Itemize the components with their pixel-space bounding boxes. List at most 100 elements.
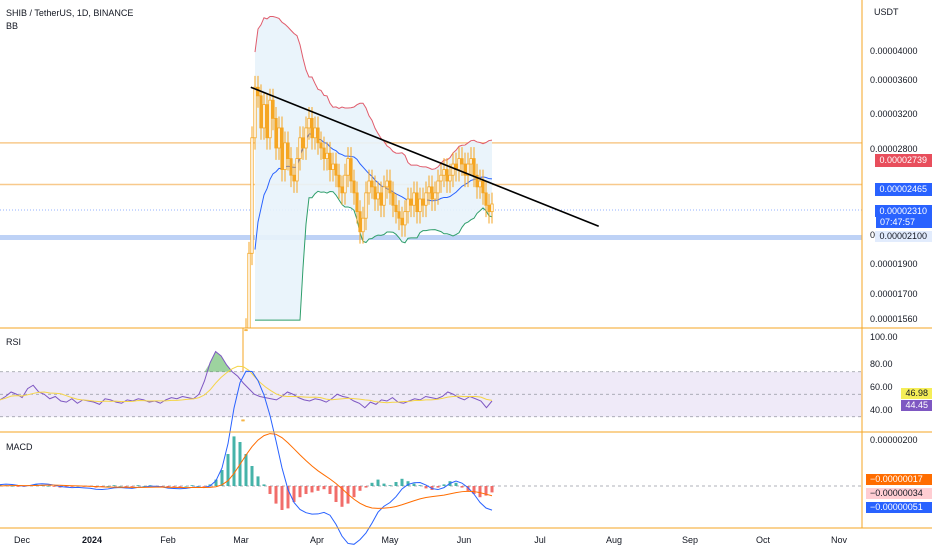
candle-body[interactable] [406, 198, 410, 213]
candle-body[interactable] [448, 174, 452, 182]
candle-body[interactable] [373, 186, 377, 200]
macd-histogram-bar[interactable] [112, 485, 116, 486]
candle-body[interactable] [313, 127, 317, 139]
candle-body[interactable] [280, 127, 284, 170]
candle-body[interactable] [271, 99, 275, 119]
candle-body[interactable] [289, 158, 293, 176]
candle-body[interactable] [256, 86, 260, 97]
macd-histogram-bar[interactable] [142, 486, 146, 487]
candle-body[interactable] [301, 137, 305, 149]
macd-histogram-bar[interactable] [178, 486, 182, 487]
candle-body[interactable] [361, 217, 365, 233]
macd-histogram-bar[interactable] [220, 470, 224, 486]
candle-body[interactable] [364, 192, 368, 219]
candle-body[interactable] [418, 198, 422, 213]
candle-body[interactable] [340, 186, 344, 194]
macd-histogram-bar[interactable] [304, 486, 308, 494]
macd-histogram-bar[interactable] [64, 486, 68, 487]
candle-body[interactable] [427, 186, 431, 194]
macd-histogram-bar[interactable] [370, 482, 374, 486]
macd-histogram-bar[interactable] [244, 454, 248, 486]
candle-body[interactable] [265, 104, 269, 139]
macd-histogram-bar[interactable] [232, 436, 236, 486]
candle-body[interactable] [304, 127, 308, 149]
candle-body[interactable] [430, 186, 434, 200]
candle-body[interactable] [445, 169, 449, 182]
macd-histogram-bar[interactable] [184, 486, 188, 487]
rsi-ma-line[interactable] [0, 365, 493, 404]
macd-histogram-bar[interactable] [286, 486, 290, 509]
support-zone[interactable] [0, 235, 862, 240]
macd-histogram-bar[interactable] [490, 486, 494, 493]
candle-body[interactable] [310, 117, 314, 139]
macd-histogram-bar[interactable] [400, 478, 404, 486]
macd-histogram-bar[interactable] [328, 486, 332, 494]
rsi-panel[interactable] [0, 350, 862, 418]
rsi-indicator-label[interactable]: RSI [6, 337, 22, 347]
macd-histogram-bar[interactable] [46, 486, 50, 487]
candle-body[interactable] [247, 252, 251, 329]
candle-body[interactable] [481, 180, 485, 194]
bb-indicator-label[interactable]: BB [6, 21, 19, 31]
candle-body[interactable] [442, 169, 446, 176]
macd-histogram-bar[interactable] [130, 486, 134, 487]
candle-body[interactable] [322, 147, 326, 159]
macd-histogram-bar[interactable] [334, 486, 338, 502]
macd-histogram-bar[interactable] [430, 486, 434, 490]
macd-histogram-bar[interactable] [472, 486, 476, 494]
candle-body[interactable] [292, 174, 296, 182]
candle-body[interactable] [286, 142, 290, 159]
candle-body[interactable] [277, 127, 281, 149]
candle-body[interactable] [376, 192, 380, 200]
candle-body[interactable] [457, 158, 461, 170]
macd-histogram-bar[interactable] [124, 486, 128, 487]
macd-histogram-bar[interactable] [190, 485, 194, 486]
macd-line[interactable] [0, 370, 493, 545]
candle-body[interactable] [463, 163, 467, 176]
candle-body[interactable] [409, 198, 413, 206]
macd-histogram-bar[interactable] [388, 485, 392, 486]
candle-body[interactable] [253, 86, 257, 139]
macd-histogram-bar[interactable] [262, 484, 266, 486]
candle-body[interactable] [385, 180, 389, 188]
candle-body[interactable] [334, 163, 338, 176]
macd-histogram-bar[interactable] [70, 486, 74, 487]
price-panel[interactable] [0, 15, 862, 422]
macd-histogram-bar[interactable] [148, 485, 152, 486]
macd-histogram-bar[interactable] [406, 481, 410, 486]
candle-body[interactable] [307, 117, 311, 129]
candle-body[interactable] [331, 163, 335, 170]
candle-body[interactable] [478, 180, 482, 188]
candle-body[interactable] [337, 174, 341, 188]
candle-body[interactable] [439, 174, 443, 182]
candle-body[interactable] [283, 142, 287, 170]
candle-body[interactable] [391, 192, 395, 206]
macd-histogram-bar[interactable] [316, 486, 320, 491]
macd-histogram-bar[interactable] [484, 486, 488, 496]
bollinger-lower-line[interactable] [255, 190, 493, 321]
macd-histogram-bar[interactable] [172, 486, 176, 487]
symbol-title[interactable]: SHIB / TetherUS, 1D, BINANCE [6, 8, 134, 18]
signal-line[interactable] [0, 433, 493, 509]
macd-histogram-bar[interactable] [274, 486, 278, 504]
macd-histogram-bar[interactable] [106, 486, 110, 487]
candle-body[interactable] [412, 192, 416, 206]
candle-body[interactable] [484, 192, 488, 206]
candle-body[interactable] [490, 203, 494, 213]
candle-body[interactable] [328, 152, 332, 170]
macd-histogram-bar[interactable] [358, 486, 362, 491]
candle-body[interactable] [295, 158, 299, 182]
candle-body[interactable] [298, 137, 302, 159]
candle-body[interactable] [460, 158, 464, 165]
macd-histogram-bar[interactable] [394, 482, 398, 486]
currency-label[interactable]: USDT [874, 7, 899, 17]
macd-histogram-bar[interactable] [412, 483, 416, 486]
candle-body[interactable] [424, 192, 428, 206]
candle-body[interactable] [250, 137, 254, 254]
candle-body[interactable] [367, 180, 371, 194]
macd-histogram-bar[interactable] [340, 486, 344, 507]
candle-body[interactable] [358, 211, 362, 233]
macd-histogram-bar[interactable] [268, 486, 272, 494]
macd-histogram-bar[interactable] [424, 486, 428, 489]
candle-body[interactable] [244, 329, 248, 332]
